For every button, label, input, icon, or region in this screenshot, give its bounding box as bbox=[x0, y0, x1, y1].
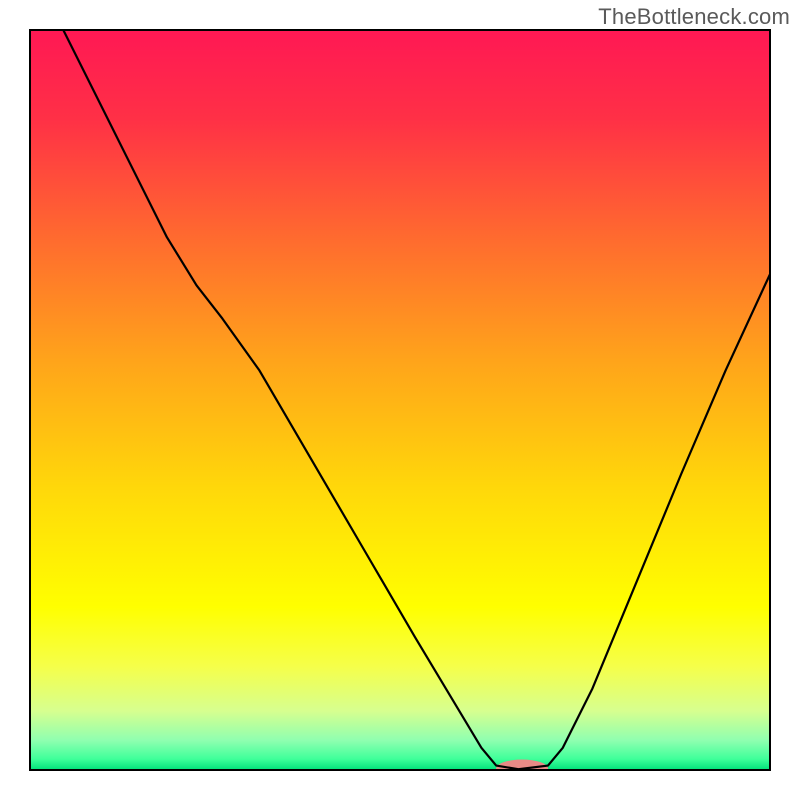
bottleneck-chart bbox=[0, 0, 800, 800]
watermark-label: TheBottleneck.com bbox=[598, 4, 790, 30]
gradient-background bbox=[30, 30, 770, 770]
chart-container: TheBottleneck.com bbox=[0, 0, 800, 800]
